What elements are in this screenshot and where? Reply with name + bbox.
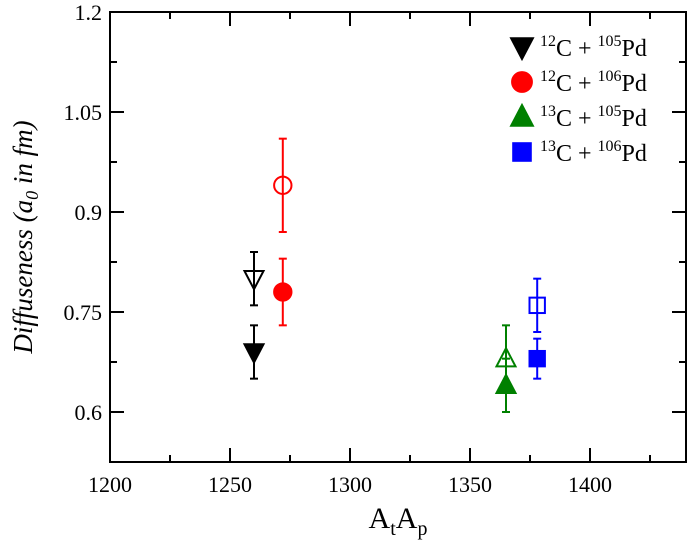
x-tick-label: 1300 [328, 472, 372, 497]
plot-frame [109, 11, 687, 463]
legend: 12C + 105Pd 12C + 106Pd 13C + 105Pd 13C + 1… [509, 33, 647, 167]
y-tick-label: 0.6 [75, 400, 103, 425]
x-tick-label: 1250 [208, 472, 252, 497]
data-marks [242, 137, 546, 413]
data-point [528, 296, 546, 315]
x-tick-label: 1350 [448, 472, 492, 497]
legend-label: 12C + 105Pd [540, 33, 647, 62]
legend-label: 13C + 105Pd [540, 103, 647, 132]
legend-label: 12C + 106Pd [540, 68, 647, 97]
legend-label: 13C + 106Pd [540, 138, 647, 167]
legend-marker [509, 102, 535, 127]
x-tick-label: 1400 [568, 472, 612, 497]
data-point [273, 282, 293, 302]
y-axis-label: Diffuseness (a0 in fm) [8, 120, 42, 354]
x-tick-label: 1200 [88, 472, 132, 497]
data-point [494, 346, 518, 368]
y-tick-label: 1.05 [64, 100, 103, 125]
data-point [242, 269, 266, 292]
y-tick-label: 1.2 [75, 0, 103, 25]
x-axis-label: AtAp [369, 502, 428, 540]
legend-marker [512, 142, 532, 162]
legend-marker [509, 37, 535, 62]
legend-marker [511, 71, 533, 93]
data-point [242, 343, 266, 365]
y-tick-label: 0.9 [75, 200, 103, 225]
data-point [273, 175, 293, 196]
axis-ticks: 1200 1250 1300 1350 1400 0.6 0.75 0.9 1.05 1.2 [64, 0, 686, 497]
y-tick-label: 0.75 [64, 300, 103, 325]
data-point [528, 349, 546, 368]
